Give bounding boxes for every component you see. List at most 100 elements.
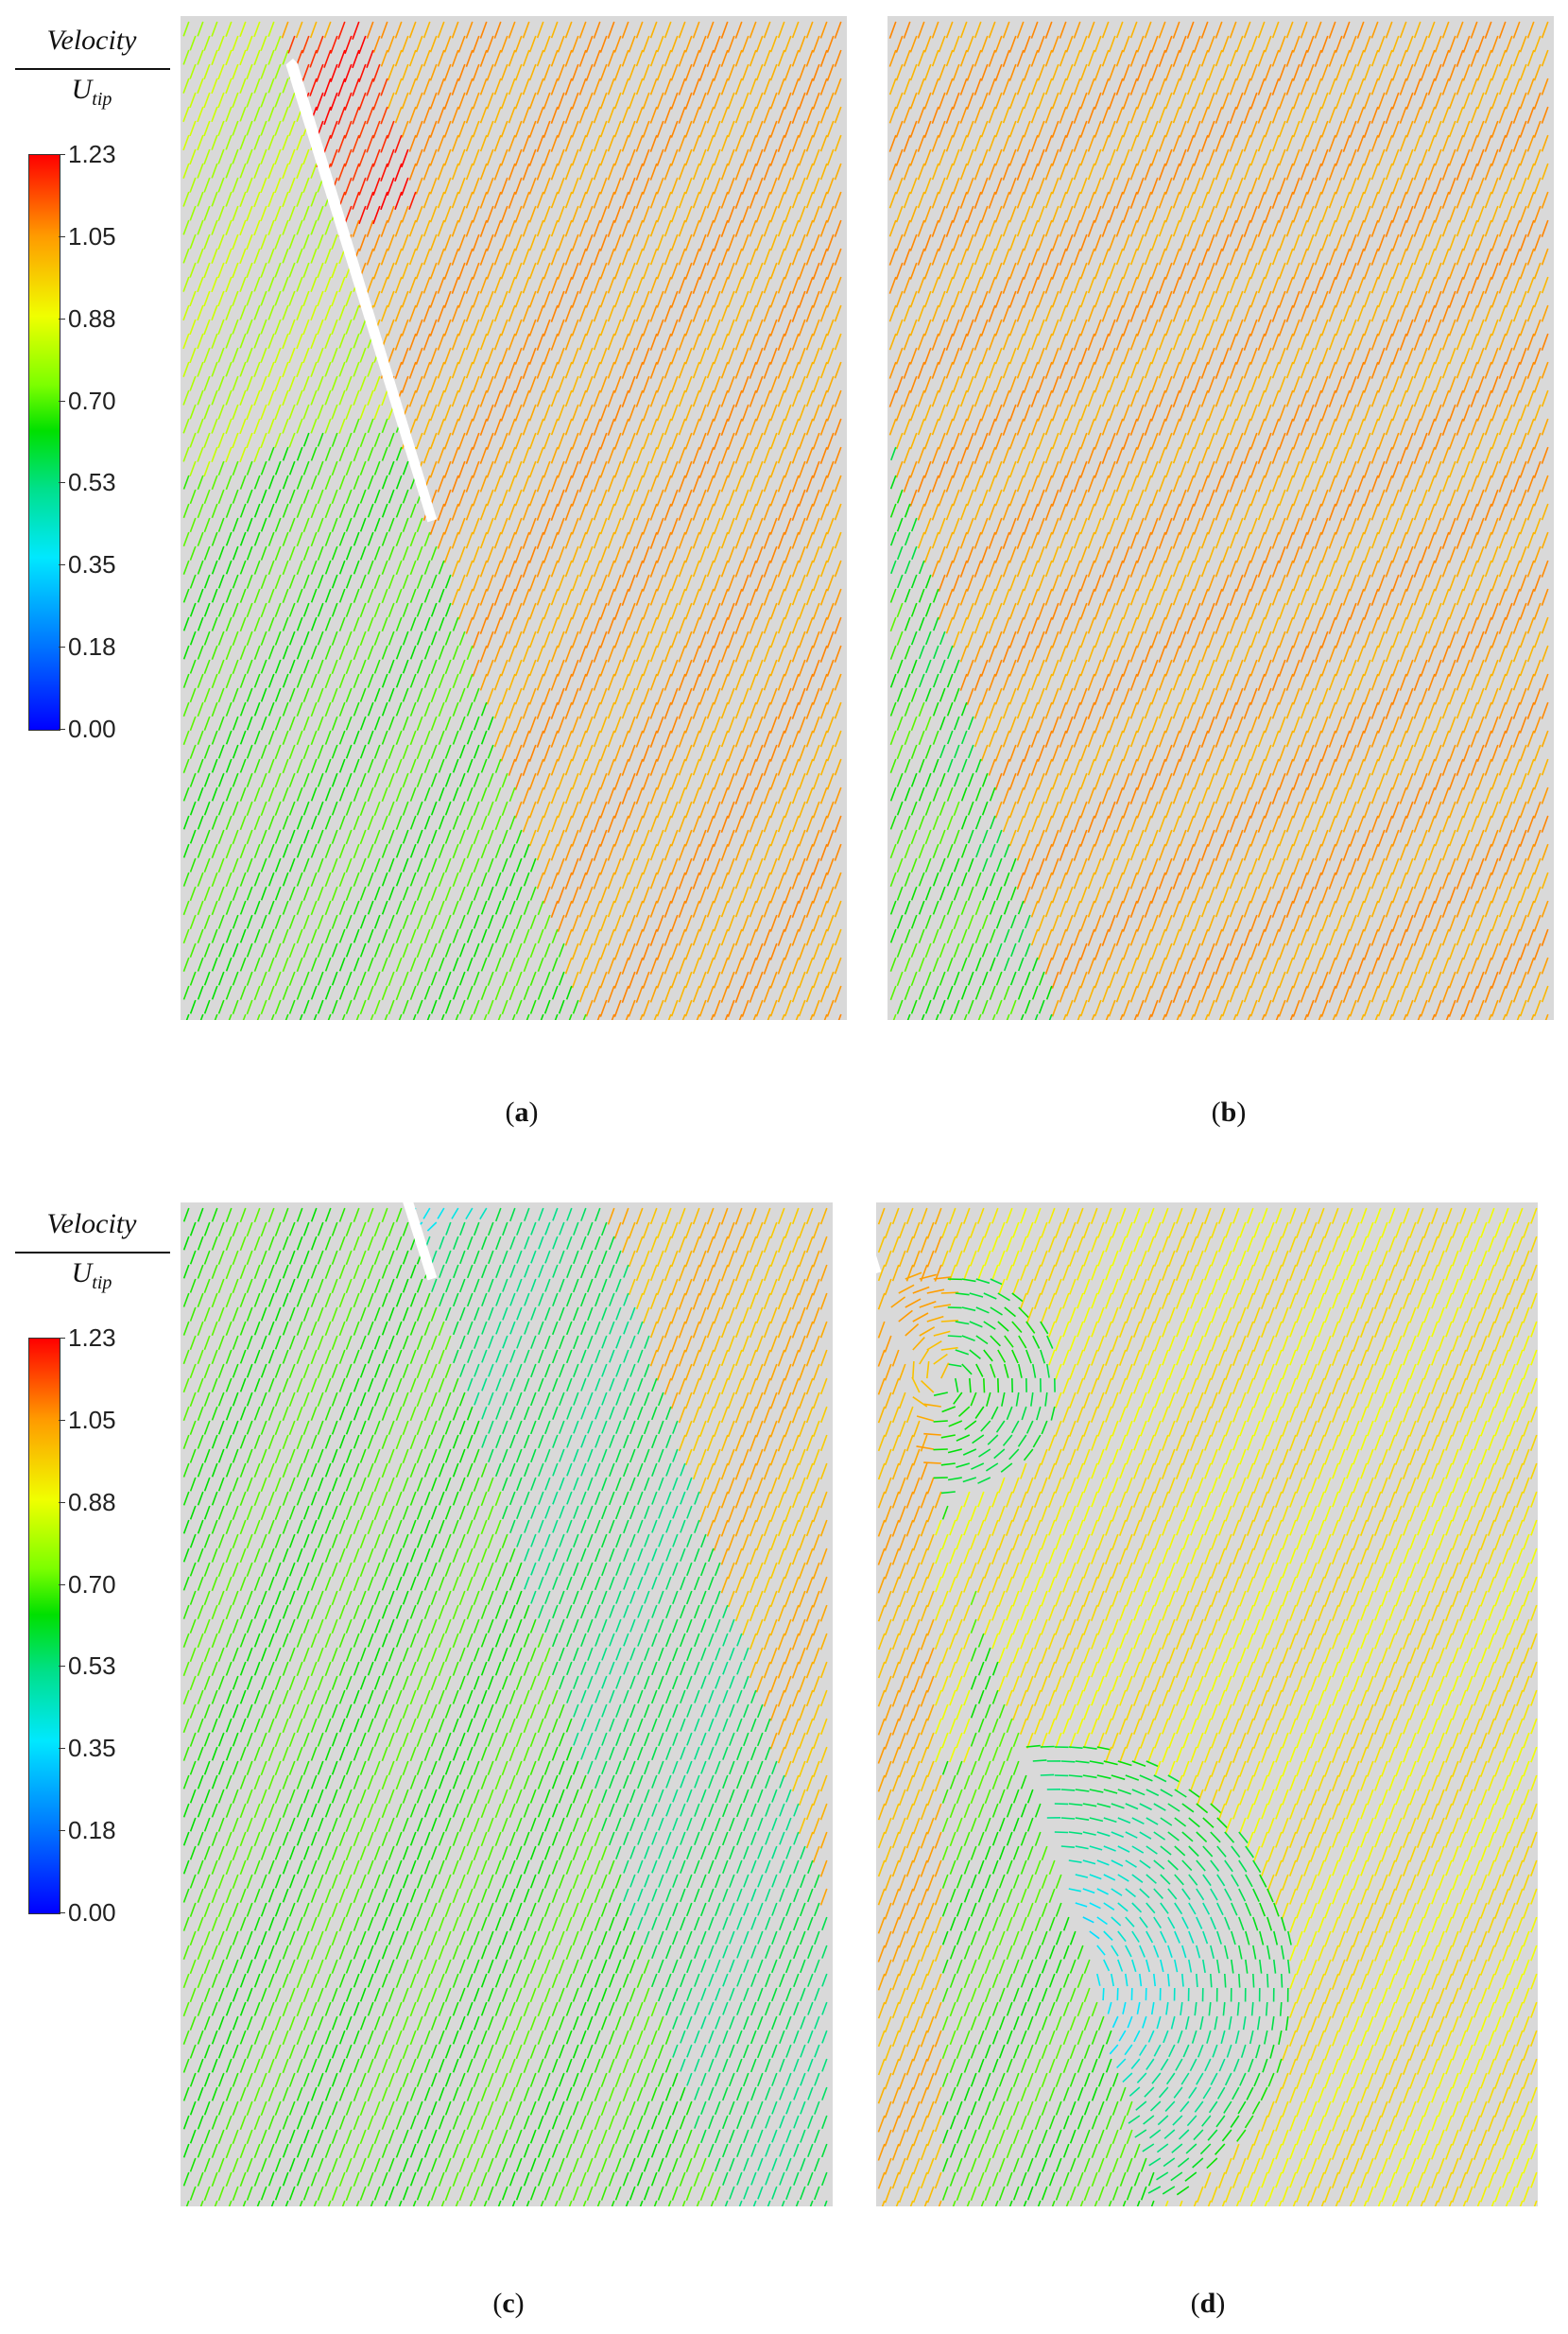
velocity-vector <box>487 716 494 731</box>
velocity-vector <box>1243 361 1251 379</box>
velocity-vector <box>465 163 474 181</box>
velocity-vector <box>529 971 537 986</box>
velocity-vector <box>931 219 939 237</box>
velocity-vector <box>232 829 239 845</box>
velocity-vector <box>599 857 608 875</box>
velocity-vector <box>217 971 225 986</box>
velocity-vector <box>494 985 502 1001</box>
velocity-vector <box>528 574 537 592</box>
velocity-vector <box>189 319 197 336</box>
velocity-vector <box>621 49 629 67</box>
velocity-vector <box>678 106 686 124</box>
velocity-vector <box>1512 163 1521 181</box>
velocity-vector <box>988 446 996 464</box>
velocity-vector <box>557 772 565 790</box>
velocity-vector <box>1320 148 1329 166</box>
velocity-vector <box>214 1013 218 1020</box>
velocity-vector <box>1150 489 1159 507</box>
velocity-vector <box>1235 489 1244 507</box>
velocity-vector <box>1200 248 1209 266</box>
velocity-vector <box>713 942 721 960</box>
velocity-vector <box>1306 319 1315 337</box>
velocity-vector <box>1249 347 1258 365</box>
velocity-vector <box>805 957 814 975</box>
velocity-vector <box>522 418 530 436</box>
velocity-vector <box>1257 134 1266 152</box>
velocity-vector <box>945 106 954 124</box>
velocity-vector <box>1377 489 1386 507</box>
velocity-vector <box>812 659 820 677</box>
velocity-vector <box>1002 49 1010 67</box>
velocity-vector <box>211 21 218 37</box>
velocity-vector <box>826 233 835 251</box>
velocity-vector <box>1115 78 1124 95</box>
velocity-vector <box>543 177 551 195</box>
velocity-vector <box>466 701 474 717</box>
velocity-vector <box>557 460 565 478</box>
velocity-vector <box>288 319 296 336</box>
velocity-vector <box>203 772 211 787</box>
velocity-vector <box>260 262 267 278</box>
velocity-vector <box>246 574 253 589</box>
velocity-vector <box>438 985 445 1000</box>
velocity-vector <box>628 148 636 166</box>
velocity-vector <box>1377 319 1386 337</box>
velocity-vector <box>1285 446 1294 464</box>
velocity-vector <box>698 942 707 960</box>
velocity-vector <box>1023 177 1031 195</box>
velocity-vector <box>684 914 693 932</box>
velocity-vector <box>819 673 828 691</box>
velocity-vector <box>500 233 508 251</box>
velocity-vector <box>372 120 381 139</box>
velocity-vector <box>494 843 502 858</box>
velocity-vector <box>1008 120 1017 138</box>
velocity-vector <box>211 78 218 95</box>
velocity-vector <box>352 134 360 153</box>
velocity-vector <box>508 21 516 39</box>
velocity-vector <box>635 730 644 748</box>
velocity-vector <box>599 319 608 337</box>
velocity-vector <box>994 432 1003 450</box>
velocity-vector <box>239 106 247 122</box>
velocity-vector <box>1200 389 1209 407</box>
velocity-vector <box>1215 333 1223 351</box>
velocity-vector <box>777 985 785 1003</box>
velocity-vector <box>826 801 835 819</box>
velocity-vector <box>232 148 239 164</box>
velocity-vector <box>345 829 353 845</box>
velocity-vector <box>536 333 544 351</box>
velocity-vector <box>994 92 1003 110</box>
velocity-vector <box>1002 333 1010 351</box>
velocity-vector <box>182 560 190 575</box>
velocity-vector <box>1448 92 1456 110</box>
velocity-vector <box>381 787 388 803</box>
velocity-vector <box>557 63 565 81</box>
velocity-vector <box>593 49 601 67</box>
velocity-vector <box>246 687 253 702</box>
velocity-vector <box>749 815 757 833</box>
velocity-vector <box>599 574 608 592</box>
velocity-vector <box>1249 375 1258 393</box>
velocity-vector <box>1306 148 1315 166</box>
velocity-vector <box>910 517 918 532</box>
velocity-vector <box>670 92 679 110</box>
velocity-vector <box>1101 418 1110 436</box>
velocity-vector <box>288 659 296 674</box>
velocity-vector <box>416 602 423 617</box>
velocity-vector <box>888 106 897 124</box>
velocity-vector <box>274 574 282 590</box>
velocity-vector <box>1470 191 1478 209</box>
velocity-vector <box>741 659 750 677</box>
velocity-vector <box>769 489 778 507</box>
velocity-vector <box>564 333 573 351</box>
velocity-vector <box>430 744 438 759</box>
velocity-vector <box>755 545 764 563</box>
velocity-vector <box>628 262 636 280</box>
velocity-vector <box>1122 120 1130 138</box>
velocity-vector <box>331 375 338 391</box>
velocity-vector <box>302 290 310 306</box>
velocity-vector <box>713 772 721 790</box>
velocity-vector <box>1051 120 1060 138</box>
velocity-vector <box>819 645 828 663</box>
velocity-vector <box>1150 404 1159 422</box>
